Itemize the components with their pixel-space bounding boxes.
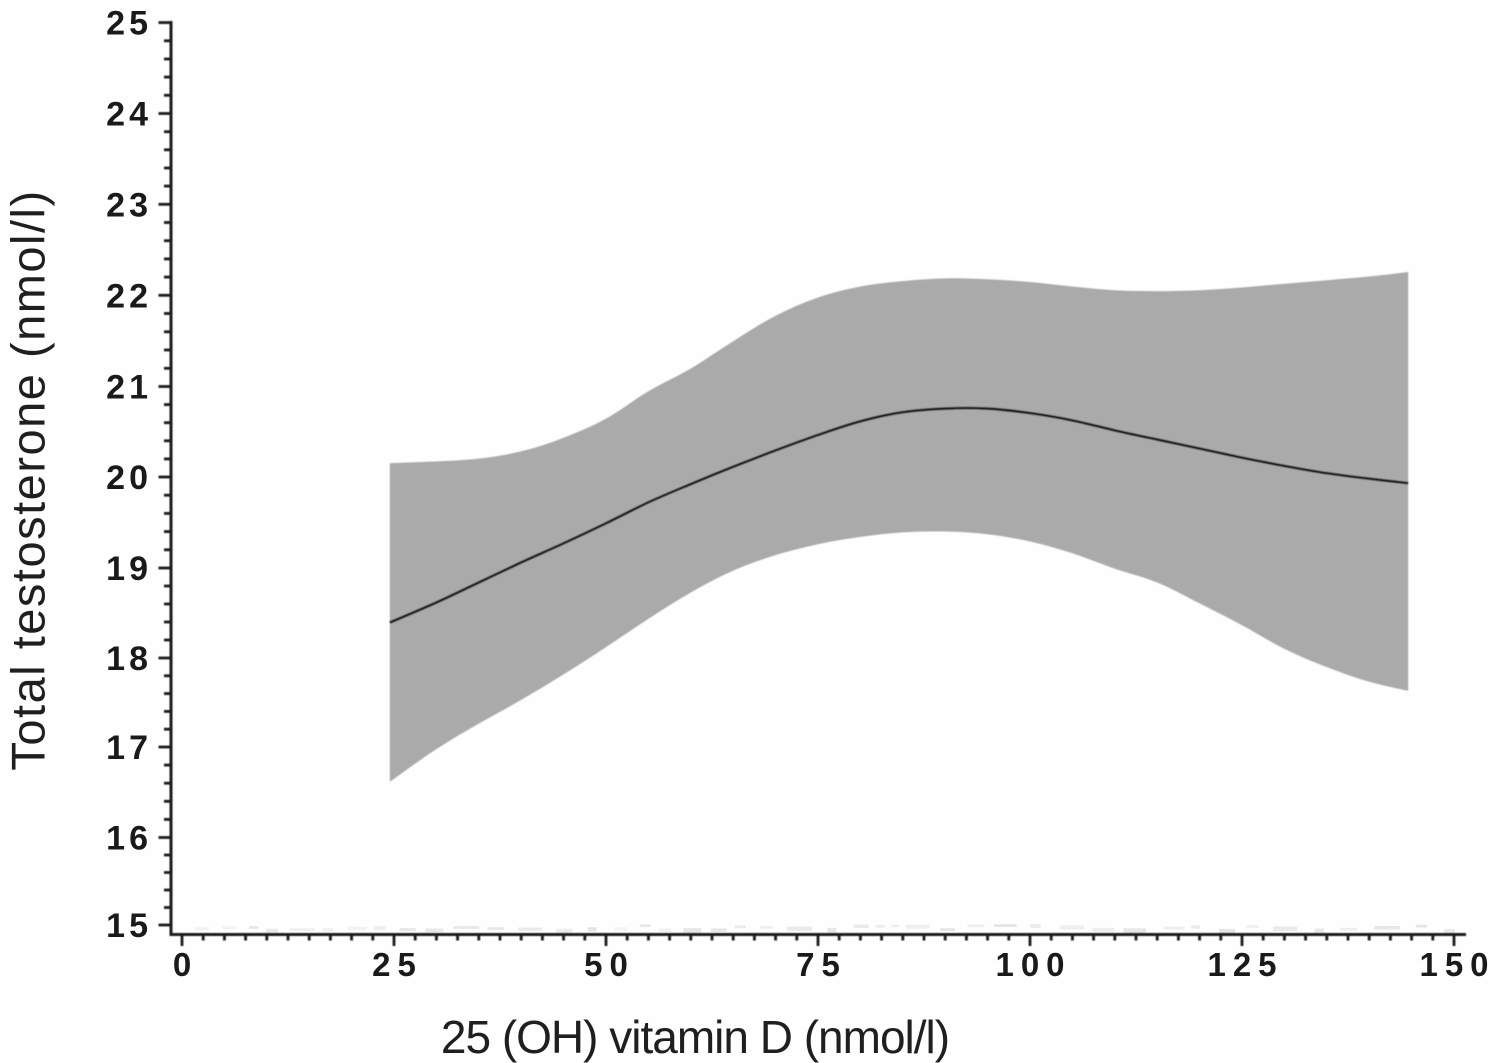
svg-text:25: 25 bbox=[372, 946, 423, 983]
svg-text:50: 50 bbox=[584, 946, 635, 983]
svg-text:100: 100 bbox=[995, 946, 1071, 983]
svg-text:21: 21 bbox=[106, 369, 152, 407]
svg-text:150: 150 bbox=[1419, 946, 1495, 983]
svg-text:25 (OH) vitamin D (nmol/l): 25 (OH) vitamin D (nmol/l) bbox=[441, 1011, 949, 1063]
svg-text:Total testosterone (nmol/l): Total testosterone (nmol/l) bbox=[2, 189, 55, 770]
svg-text:16: 16 bbox=[106, 820, 152, 858]
svg-text:24: 24 bbox=[106, 96, 152, 134]
svg-text:19: 19 bbox=[106, 550, 152, 588]
svg-text:18: 18 bbox=[106, 640, 152, 678]
svg-text:17: 17 bbox=[106, 729, 152, 767]
svg-text:75: 75 bbox=[796, 946, 847, 983]
svg-text:125: 125 bbox=[1207, 946, 1283, 983]
svg-text:22: 22 bbox=[106, 277, 152, 315]
svg-text:23: 23 bbox=[106, 186, 152, 224]
svg-text:15: 15 bbox=[106, 907, 152, 945]
svg-text:0: 0 bbox=[173, 946, 198, 983]
svg-text:20: 20 bbox=[106, 459, 152, 497]
svg-text:25: 25 bbox=[106, 5, 152, 43]
